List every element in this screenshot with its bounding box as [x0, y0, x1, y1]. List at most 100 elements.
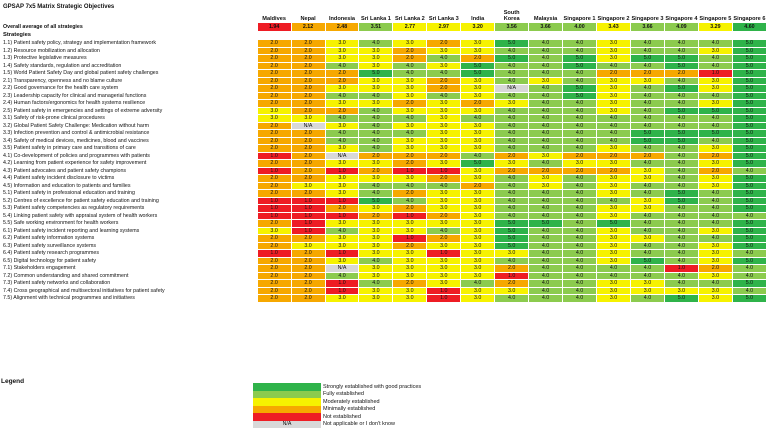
score-cell: 2.0: [358, 166, 394, 175]
score-cell: 4.0: [629, 226, 665, 235]
score-cell: 4.0: [324, 61, 360, 70]
strategy-row: 2.4) Human factors/ergonomics for health…: [1, 99, 767, 108]
score-cell: 2.0: [324, 69, 360, 78]
score-cell: 4.0: [562, 136, 598, 145]
score-cell: 5.0: [731, 256, 767, 265]
score-cell: 3.0: [596, 39, 631, 48]
score-cell: 3.0: [596, 91, 631, 100]
score-cell: 4.0: [562, 106, 598, 115]
score-cell: 1.0: [324, 196, 360, 205]
score-cell: 3.0: [358, 271, 394, 280]
column-header-0: Maldives: [256, 1, 292, 23]
score-cell: 4.0: [528, 99, 564, 108]
column-header-10: Singapore 2: [596, 1, 631, 23]
strategy-label: 3.1) Safety of risk-prone clinical proce…: [1, 114, 258, 123]
score-cell: 4.0: [697, 234, 733, 243]
strategy-label: 7.4) Cross geographical and multisectora…: [1, 286, 258, 295]
score-cell: 2.0: [596, 69, 631, 78]
score-cell: 4.0: [528, 61, 564, 70]
empty-cell: [358, 31, 394, 40]
column-header-11: Singapore 3: [629, 1, 665, 23]
strategy-label: 5.2) Centres of excellence for patient s…: [1, 196, 258, 205]
score-cell: 2.0: [494, 264, 530, 273]
score-cell: 4.0: [494, 144, 530, 153]
score-cell: 4.0: [528, 211, 564, 220]
column-header-1: Nepal: [290, 1, 326, 23]
score-cell: 1.0: [290, 226, 326, 235]
score-cell: 4.0: [392, 69, 428, 78]
score-cell: 4.0: [731, 286, 767, 295]
score-cell: 4.0: [528, 196, 564, 205]
score-cell: 4.0: [562, 219, 598, 228]
score-cell: 4.0: [663, 279, 699, 288]
score-cell: 5.0: [562, 54, 598, 63]
score-cell: 5.0: [494, 54, 530, 63]
score-cell: 4.0: [731, 166, 767, 175]
score-cell: 2.0: [256, 39, 292, 48]
score-cell: 3.0: [426, 204, 462, 213]
score-cell: 4.0: [663, 99, 699, 108]
score-cell: 2.0: [256, 159, 292, 168]
score-cell: 3.0: [629, 76, 665, 85]
legend-item: Strongly established with good practices: [253, 383, 421, 391]
score-cell: 3.0: [697, 76, 733, 85]
score-cell: 3.0: [596, 294, 631, 303]
strategy-label: 6.5) Digital technology for patient safe…: [1, 256, 258, 265]
score-cell: 2.0: [697, 264, 733, 273]
score-cell: 4.0: [562, 204, 598, 213]
score-cell: 3.0: [596, 241, 631, 250]
strategy-row: 3.2) Global Patient Safety Challenge: Me…: [1, 121, 767, 130]
score-cell: 4.0: [731, 211, 767, 220]
overall-average-label: Overall average of all strategies: [1, 22, 258, 32]
strategy-label: 1.2) Resource mobilization and allocatio…: [1, 46, 258, 55]
score-cell: 3.0: [358, 204, 394, 213]
score-cell: 3.0: [697, 256, 733, 265]
score-cell: 2.0: [596, 166, 631, 175]
score-cell: 5.0: [494, 226, 530, 235]
score-cell: 3.0: [629, 234, 665, 243]
score-cell: 5.0: [528, 219, 564, 228]
score-cell: 5.0: [731, 69, 767, 78]
score-cell: 4.0: [596, 196, 631, 205]
score-cell: 4.0: [629, 219, 665, 228]
score-cell: 4.0: [528, 256, 564, 265]
score-cell: 2.0: [290, 61, 326, 70]
score-cell: 3.0: [426, 271, 462, 280]
score-cell: 2.0: [697, 166, 733, 175]
score-cell: 4.0: [358, 189, 394, 198]
column-header-7: South Korea: [494, 1, 530, 23]
score-cell: 4.0: [562, 129, 598, 138]
score-cell: 3.0: [392, 39, 428, 48]
strategy-row: 2.1) Transparency, openness and no blame…: [1, 76, 767, 85]
score-cell: 4.0: [629, 39, 665, 48]
score-cell: 3.0: [528, 181, 564, 190]
score-cell: 4.0: [494, 196, 530, 205]
strategy-row: 3.3) Infection prevention and control & …: [1, 129, 767, 138]
score-cell: 3.0: [426, 114, 462, 123]
score-cell: 4.0: [528, 39, 564, 48]
average-cell: 3.56: [494, 22, 530, 32]
score-cell: 4.0: [562, 234, 598, 243]
score-cell: 4.0: [663, 204, 699, 213]
score-cell: 4.0: [663, 271, 699, 280]
score-cell: 1.0: [426, 294, 462, 303]
score-cell: 1.0: [392, 211, 428, 220]
score-cell: 2.0: [256, 144, 292, 153]
score-cell: 4.0: [731, 264, 767, 273]
score-cell: 4.0: [663, 144, 699, 153]
score-cell: 4.0: [528, 144, 564, 153]
score-cell: 4.0: [460, 279, 496, 288]
score-cell: 2.0: [392, 204, 428, 213]
score-cell: 3.0: [596, 84, 631, 93]
score-cell: 5.0: [663, 61, 699, 70]
score-cell: 4.0: [596, 136, 631, 145]
score-cell: 5.0: [697, 106, 733, 115]
strategy-row: 5.4) Linking patient safety with apprais…: [1, 211, 767, 220]
score-cell: 2.0: [290, 99, 326, 108]
score-cell: 4.0: [562, 121, 598, 130]
score-cell: 3.0: [494, 159, 530, 168]
score-cell: 3.0: [324, 159, 360, 168]
score-cell: 2.0: [256, 136, 292, 145]
score-cell: 2.0: [290, 76, 326, 85]
score-cell: 5.0: [663, 136, 699, 145]
